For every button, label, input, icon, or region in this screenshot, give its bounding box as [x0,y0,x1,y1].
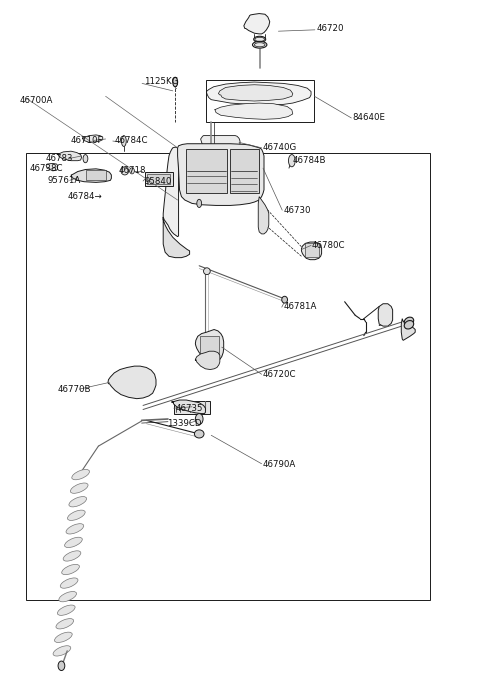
Text: 95840: 95840 [145,176,172,186]
Polygon shape [108,366,156,399]
Polygon shape [378,304,393,326]
Text: 46781A: 46781A [283,302,317,311]
Text: 46740G: 46740G [263,142,297,152]
Polygon shape [301,242,322,260]
Bar [145,172,173,186]
Polygon shape [195,351,220,370]
Bar [230,149,259,193]
Ellipse shape [65,537,82,548]
Ellipse shape [72,469,89,480]
Ellipse shape [68,510,85,521]
Polygon shape [258,197,269,234]
Ellipse shape [404,321,414,329]
Text: 46720: 46720 [317,24,344,33]
Text: 46784→: 46784→ [67,192,102,201]
Ellipse shape [55,632,72,643]
Polygon shape [71,169,111,182]
Ellipse shape [60,578,78,589]
Bar [206,80,314,122]
Polygon shape [58,151,82,161]
Polygon shape [178,144,264,205]
Text: 46718: 46718 [119,166,146,176]
Text: 46738C: 46738C [30,164,63,174]
Ellipse shape [130,168,134,174]
Polygon shape [206,82,311,105]
Polygon shape [201,136,240,148]
Ellipse shape [282,296,288,303]
Ellipse shape [58,661,65,671]
Text: 46770B: 46770B [58,384,91,394]
Ellipse shape [71,483,88,494]
Polygon shape [215,103,293,119]
Ellipse shape [173,77,178,87]
Polygon shape [46,163,58,171]
Ellipse shape [56,618,73,629]
Ellipse shape [253,37,266,43]
Text: 46710F: 46710F [71,136,104,145]
Polygon shape [163,147,179,237]
Ellipse shape [59,591,76,602]
Bar [86,170,106,180]
Bar [26,153,430,600]
Ellipse shape [194,430,204,438]
Bar [305,243,319,257]
Ellipse shape [288,155,295,167]
Ellipse shape [121,167,129,175]
Text: 46780C: 46780C [312,241,346,250]
Ellipse shape [404,317,414,325]
Ellipse shape [66,523,84,534]
Ellipse shape [58,605,75,616]
Polygon shape [83,135,103,142]
Ellipse shape [83,155,88,163]
Text: 46735: 46735 [175,403,203,413]
Polygon shape [401,319,415,340]
Polygon shape [172,400,205,414]
Text: 46784B: 46784B [293,156,326,165]
Text: 46720C: 46720C [263,370,297,379]
Ellipse shape [121,136,126,146]
Ellipse shape [63,551,81,561]
Bar [186,149,227,193]
Polygon shape [218,85,293,101]
Text: 46790A: 46790A [263,460,296,469]
Ellipse shape [204,268,210,275]
Bar [200,336,219,356]
Ellipse shape [252,41,267,48]
Bar [147,174,170,184]
Text: 1125KG: 1125KG [144,77,179,86]
Ellipse shape [197,199,202,207]
Ellipse shape [62,564,79,575]
Polygon shape [244,14,270,34]
Text: 84640E: 84640E [353,113,386,123]
Text: 95761A: 95761A [48,176,81,185]
Bar [174,401,210,414]
Ellipse shape [69,496,86,507]
Text: 46783: 46783 [46,154,73,163]
Text: 1339CD: 1339CD [167,419,202,428]
Text: 46784C: 46784C [114,136,148,145]
Polygon shape [163,217,190,258]
Ellipse shape [53,645,71,656]
Polygon shape [195,330,224,361]
Text: 46730: 46730 [283,205,311,215]
Ellipse shape [195,414,203,424]
Text: 46700A: 46700A [19,96,53,105]
